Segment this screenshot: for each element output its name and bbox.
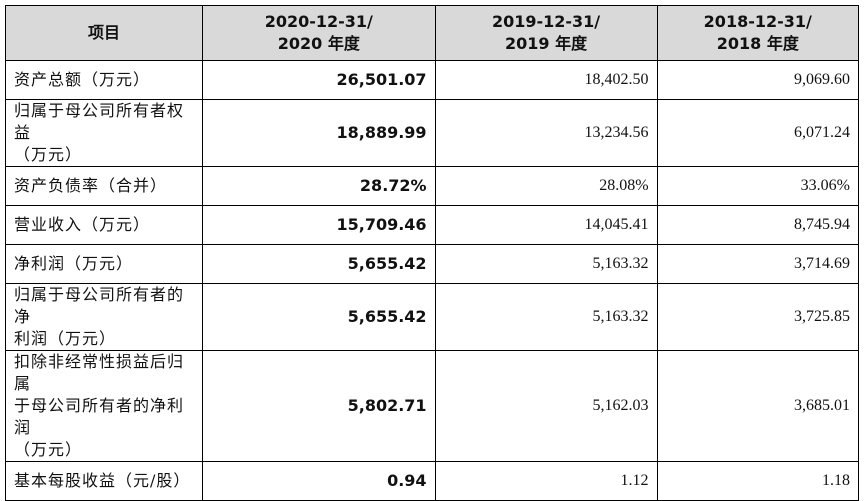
header-2019-date: 2019-12-31/ [491,12,601,31]
header-2018-date: 2018-12-31/ [703,12,812,31]
row-label-line: 基本每股收益（元/股） [14,471,191,490]
value-2019: 18,402.50 [434,60,658,100]
row-label-line: 资产负债率（合并） [14,176,168,195]
row-label: 归属于母公司所有者的净 利润（万元） [4,283,204,351]
header-2020: 2020-12-31/ 2020 年度 [202,5,436,61]
value-2019: 28.08% [434,166,658,206]
value-2018: 33.06% [656,166,860,206]
table-row: 营业收入（万元） 15,709.46 14,045.41 8,745.94 [4,205,860,245]
row-label-line: 净利润（万元） [14,254,134,273]
row-label-line: 归属于母公司所有者权益 [14,101,185,142]
value-2020: 18,889.99 [202,99,436,167]
row-label-line: 资产总额（万元） [14,70,151,89]
value-2018: 9,069.60 [656,60,860,100]
value-2019: 5,163.32 [434,283,658,351]
table-row: 归属于母公司所有者的净 利润（万元） 5,655.42 5,163.32 3,7… [4,283,860,351]
row-label-line: （万元） [14,145,83,164]
value-2018: 1.18 [656,461,860,501]
financial-table-container: 项目 2020-12-31/ 2020 年度 2019-12-31/ 2019 … [4,5,860,501]
row-label: 基本每股收益（元/股） [4,461,204,501]
value-2020: 5,802.71 [202,350,436,462]
value-2019: 1.12 [434,461,658,501]
row-label-line: 扣除非经常性损益后归属 [14,352,185,393]
row-label-line: 利润（万元） [14,329,117,348]
header-2019: 2019-12-31/ 2019 年度 [434,5,658,61]
row-label: 资产总额（万元） [4,60,204,100]
table-row: 扣除非经常性损益后归属 于母公司所有者的净利润 （万元） 5,802.71 5,… [4,350,860,462]
table-header-row: 项目 2020-12-31/ 2020 年度 2019-12-31/ 2019 … [4,5,860,61]
header-2018-year: 2018 年度 [716,34,799,53]
header-2018: 2018-12-31/ 2018 年度 [656,5,860,61]
value-2019: 5,162.03 [434,350,658,462]
row-label: 扣除非经常性损益后归属 于母公司所有者的净利润 （万元） [4,350,204,462]
value-2020: 0.94 [202,461,436,501]
row-label: 资产负债率（合并） [4,166,204,206]
header-2019-year: 2019 年度 [505,34,588,53]
value-2020: 15,709.46 [202,205,436,245]
table-row: 资产负债率（合并） 28.72% 28.08% 33.06% [4,166,860,206]
header-item: 项目 [4,5,204,61]
value-2018: 6,071.24 [656,99,860,167]
row-label: 营业收入（万元） [4,205,204,245]
row-label: 归属于母公司所有者权益 （万元） [4,99,204,167]
header-item-label: 项目 [88,23,121,42]
row-label-line: 归属于母公司所有者的净 [14,285,185,326]
value-2018: 3,685.01 [656,350,860,462]
value-2020: 28.72% [202,166,436,206]
table-row: 资产总额（万元） 26,501.07 18,402.50 9,069.60 [4,60,860,100]
value-2018: 3,714.69 [656,244,860,284]
row-label-line: 于母公司所有者的净利润 [14,396,185,437]
value-2018: 8,745.94 [656,205,860,245]
value-2019: 13,234.56 [434,99,658,167]
table-row: 净利润（万元） 5,655.42 5,163.32 3,714.69 [4,244,860,284]
value-2020: 26,501.07 [202,60,436,100]
row-label-line: 营业收入（万元） [14,215,151,234]
value-2020: 5,655.42 [202,283,436,351]
value-2019: 14,045.41 [434,205,658,245]
value-2018: 3,725.85 [656,283,860,351]
row-label-line: （万元） [14,440,83,459]
table-row: 归属于母公司所有者权益 （万元） 18,889.99 13,234.56 6,0… [4,99,860,167]
value-2020: 5,655.42 [202,244,436,284]
value-2019: 5,163.32 [434,244,658,284]
financial-summary-table: 项目 2020-12-31/ 2020 年度 2019-12-31/ 2019 … [4,5,860,501]
header-2020-date: 2020-12-31/ [264,12,373,31]
header-2020-year: 2020 年度 [277,34,360,53]
table-row: 基本每股收益（元/股） 0.94 1.12 1.18 [4,461,860,501]
row-label: 净利润（万元） [4,244,204,284]
